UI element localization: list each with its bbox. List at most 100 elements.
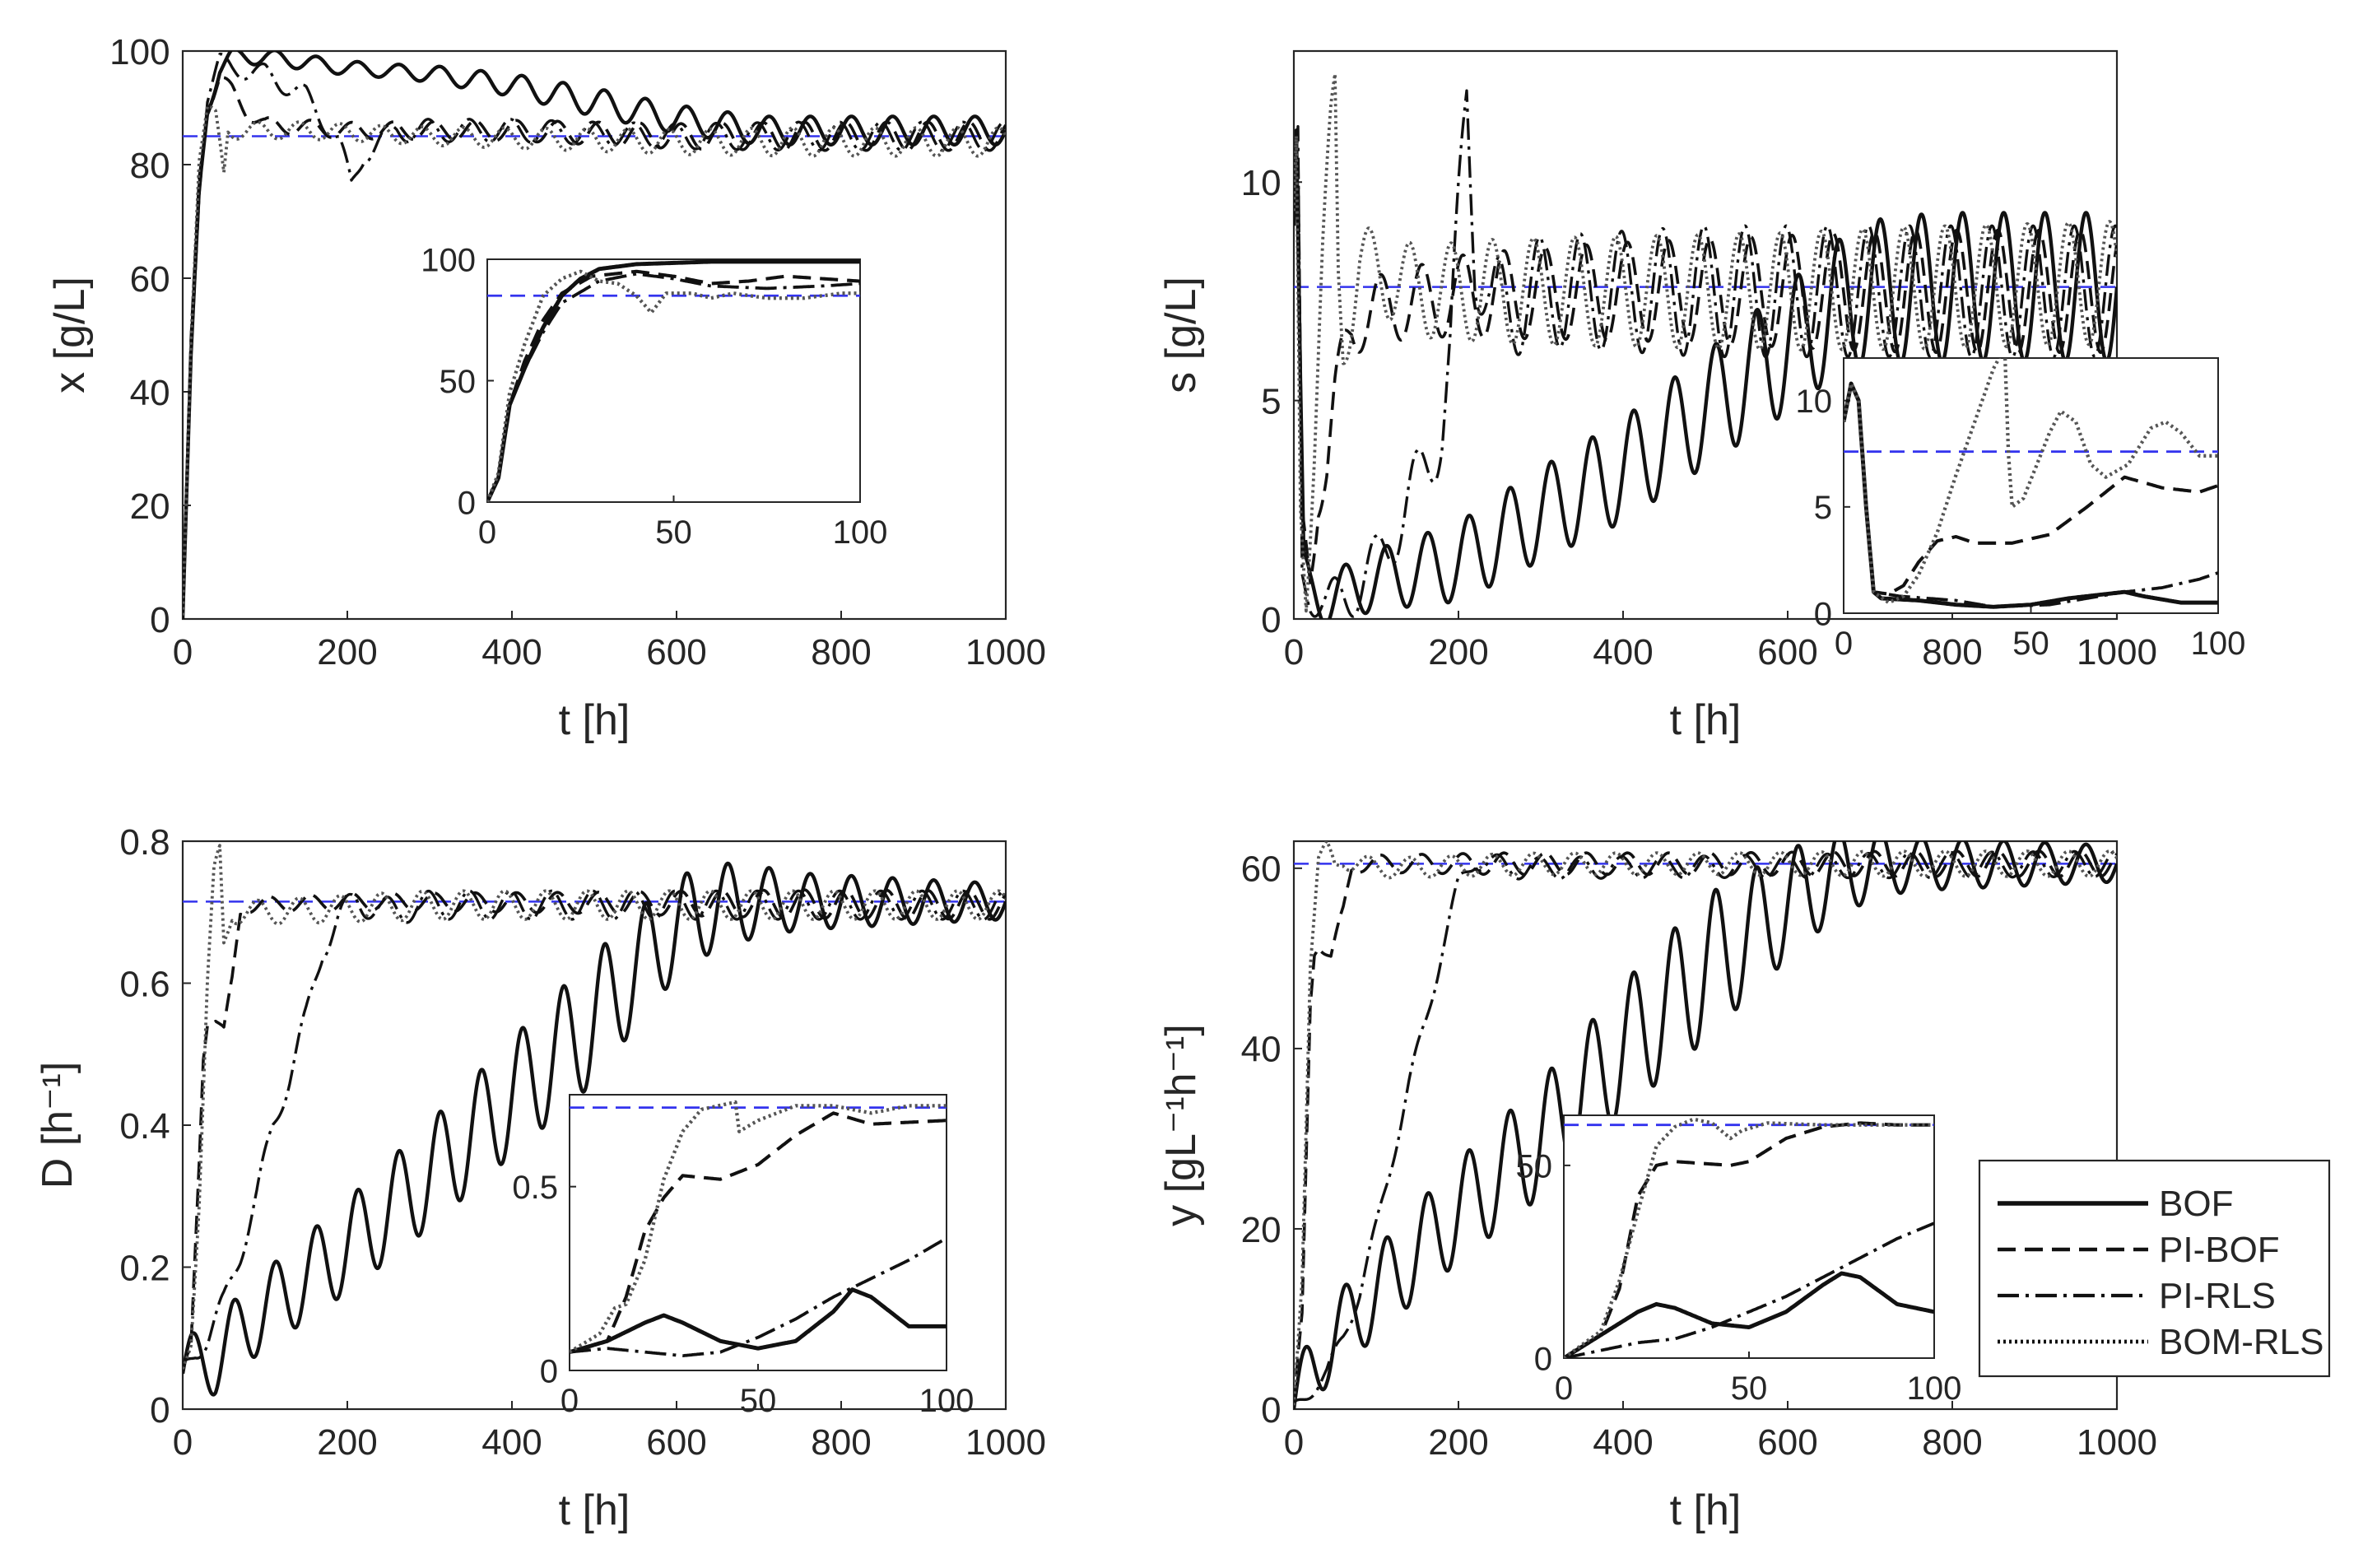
panel-D-xlabel: t [h] bbox=[559, 1487, 630, 1534]
panel-s-inset-xtick-label: 100 bbox=[2191, 626, 2246, 662]
panel-D-series-bof bbox=[183, 861, 1006, 1397]
panel-D-inset-ytick-label: 0.5 bbox=[512, 1170, 558, 1206]
panel-y-xtick-label: 600 bbox=[1757, 1422, 1817, 1463]
panel-y-series-pi-rls bbox=[1294, 849, 2117, 1403]
panel-x-xtick-label: 400 bbox=[481, 632, 542, 672]
panel-D-inset-frame bbox=[569, 1094, 947, 1371]
panel-D-inset-series-pi-rls bbox=[570, 1236, 947, 1357]
legend-label-pi-bof: PI-BOF bbox=[2159, 1230, 2280, 1270]
legend-label-pi-rls: PI-RLS bbox=[2159, 1276, 2276, 1316]
panel-D-ytick-label: 0.8 bbox=[119, 822, 170, 863]
panel-x-inset-ytick-label: 50 bbox=[440, 364, 477, 400]
panel-y-inset: 0 50 100 0 50 bbox=[1516, 1114, 1962, 1407]
panel-D-inset-xtick-label: 0 bbox=[561, 1383, 579, 1419]
legend: BOF PI-BOF PI-RLS BOM-RLS bbox=[1978, 1159, 2331, 1378]
panel-x-inset-ytick-label: 100 bbox=[421, 242, 476, 278]
panel-D-xtick-label: 600 bbox=[646, 1422, 706, 1463]
panel-s-inset-ytick-label: 10 bbox=[1796, 384, 1833, 420]
panel-y-ylabel: y [gL⁻¹h⁻¹] bbox=[1157, 1024, 1205, 1226]
panel-y-series-bof bbox=[1294, 841, 2117, 1409]
panel-s-series-pi-bof bbox=[1294, 154, 2117, 584]
panel-D-ytick-label: 0.2 bbox=[119, 1248, 170, 1288]
panel-x-xtick-label: 800 bbox=[811, 632, 871, 672]
panel-D-inset-series-bom-rls bbox=[570, 1100, 947, 1354]
panel-y-xtick-label: 800 bbox=[1922, 1422, 1982, 1463]
legend-label-bom-rls: BOM-RLS bbox=[2159, 1322, 2323, 1362]
panel-D-inset-xtick-label: 100 bbox=[919, 1383, 975, 1419]
panel-s-xtick-label: 800 bbox=[1922, 632, 1982, 672]
panel-s-ytick-label: 5 bbox=[1261, 381, 1281, 421]
panel-s-xlabel: t [h] bbox=[1670, 696, 1742, 744]
panel-y-ytick-label: 60 bbox=[1241, 849, 1282, 890]
panel-x-inset-xtick-label: 100 bbox=[833, 514, 888, 551]
panel-s-inset-ytick-label: 5 bbox=[1814, 490, 1832, 526]
panel-s-inset: 0 50 100 0 5 10 bbox=[1796, 357, 2246, 662]
panel-y-inset-ytick-label: 50 bbox=[1516, 1148, 1553, 1184]
panel-s-ytick-label: 10 bbox=[1241, 163, 1282, 203]
panel-x-inset-series-bof bbox=[487, 259, 860, 502]
panel-x-inset-series-pi-bof bbox=[487, 269, 860, 502]
panel-D-inset-ytick-label: 0 bbox=[540, 1353, 558, 1389]
panel-x-xtick-label: 0 bbox=[173, 632, 193, 672]
panel-s-series-bom-rls bbox=[1294, 72, 2117, 613]
panel-s-inset-series-pi-bof bbox=[1844, 381, 2218, 596]
panel-x-inset-xtick-label: 50 bbox=[655, 514, 692, 551]
panel-D-xtick-label: 400 bbox=[481, 1422, 542, 1463]
panel-y-ytick-label: 20 bbox=[1241, 1210, 1282, 1250]
panel-x-frame bbox=[181, 49, 1007, 621]
panel-y-inset-series-bof bbox=[1564, 1271, 1934, 1358]
panel-x-series-pi-bof bbox=[183, 76, 1006, 614]
panel-D-ylabel: D [h⁻¹] bbox=[34, 1062, 81, 1189]
panel-y-series-pi-bof bbox=[1294, 849, 2117, 1404]
panel-s-inset-xtick-label: 50 bbox=[2012, 626, 2049, 662]
panel-x-inset-xtick-label: 0 bbox=[478, 514, 496, 551]
panel-y-inset-series-bom-rls bbox=[1564, 1117, 1934, 1358]
panel-x-xlabel: t [h] bbox=[559, 696, 630, 744]
panel-x-xtick-label: 200 bbox=[317, 632, 377, 672]
panel-x-inset: 0 50 100 0 50 100 bbox=[421, 242, 887, 551]
panel-x-ytick-label: 0 bbox=[150, 600, 170, 640]
panel-x-ytick-label: 60 bbox=[130, 259, 170, 300]
panel-x-xtick-label: 1000 bbox=[965, 632, 1046, 672]
panel-D-inset-xtick-label: 50 bbox=[740, 1383, 777, 1419]
panel-y-xtick-label: 200 bbox=[1428, 1422, 1488, 1463]
panel-x-ytick-label: 40 bbox=[130, 373, 170, 413]
panel-x-ytick-label: 20 bbox=[130, 486, 170, 527]
panel-D-xtick-label: 800 bbox=[811, 1422, 871, 1463]
panel-s-inset-frame bbox=[1843, 357, 2219, 614]
panel-y-inset-ytick-label: 0 bbox=[1534, 1341, 1552, 1377]
legend-frame bbox=[1978, 1159, 2331, 1378]
panel-x-inset-series-bom-rls bbox=[487, 269, 860, 502]
panel-x-series-pi-rls bbox=[183, 53, 1006, 611]
panel-D-series-pi-bof bbox=[183, 888, 1006, 1369]
panel-s-inset-xtick-label: 0 bbox=[1835, 626, 1853, 662]
panel-y-inset-xtick-label: 100 bbox=[1907, 1370, 1962, 1407]
panel-x-ytick-label: 100 bbox=[109, 32, 170, 72]
panel-D-inset: 0 50 100 0 0.5 bbox=[512, 1094, 975, 1419]
panel-y-ytick-label: 40 bbox=[1241, 1030, 1282, 1070]
panel-x-inset-ytick-label: 0 bbox=[458, 485, 476, 521]
panel-s-xtick-label: 200 bbox=[1428, 632, 1488, 672]
panel-y-xtick-label: 1000 bbox=[2077, 1422, 2157, 1463]
panel-s-inset-ytick-label: 0 bbox=[1814, 596, 1832, 632]
panel-y-inset-xtick-label: 50 bbox=[1731, 1370, 1768, 1407]
panel-x-ytick-label: 80 bbox=[130, 146, 170, 186]
panel-y-xtick-label: 0 bbox=[1284, 1422, 1304, 1463]
panel-y-ytick-label: 0 bbox=[1261, 1390, 1281, 1431]
panel-D-ytick-label: 0 bbox=[150, 1390, 170, 1431]
panel-x-xtick-label: 600 bbox=[646, 632, 706, 672]
panel-y-xlabel: t [h] bbox=[1670, 1487, 1742, 1534]
panel-D-inset-series-pi-bof bbox=[570, 1111, 947, 1354]
panel-y-frame bbox=[1292, 840, 2119, 1411]
panel-D-inset-series-bof bbox=[570, 1287, 947, 1355]
panel-s-ytick-label: 0 bbox=[1261, 600, 1281, 640]
panel-s-frame bbox=[1292, 49, 2119, 621]
panel-s-inset-series-bom-rls bbox=[1844, 358, 2218, 605]
panel-s-xtick-label: 400 bbox=[1593, 632, 1653, 672]
panel-D-xtick-label: 0 bbox=[173, 1422, 193, 1463]
